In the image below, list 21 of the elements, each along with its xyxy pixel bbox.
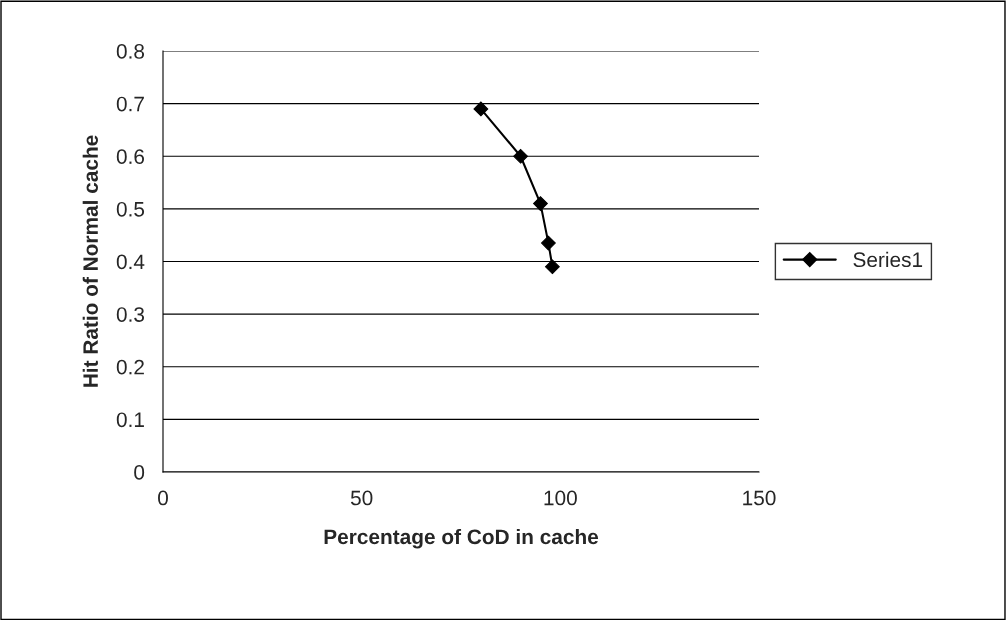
point xyxy=(544,259,560,275)
point xyxy=(533,196,548,212)
y-tick-label: 0.6 xyxy=(116,149,145,164)
y-tick-label: 0.1 xyxy=(116,412,144,428)
point xyxy=(473,101,489,117)
y-tick-label: 0.7 xyxy=(116,96,144,112)
point xyxy=(513,148,528,164)
x-axis-title: Percentage of CoD in cache xyxy=(324,528,599,549)
y-tick-label: 0.2 xyxy=(116,359,144,375)
legend-label: Series1 xyxy=(853,251,923,268)
x-tick-label: 150 xyxy=(743,490,776,506)
x-tick-label: 50 xyxy=(350,490,373,506)
y-tick-label: 0.4 xyxy=(116,254,145,270)
y-tick-label: 0.8 xyxy=(116,44,145,59)
y-tick-label: 0 xyxy=(134,465,145,480)
y-tick-label: 0.3 xyxy=(116,307,145,322)
x-tick-label: 0 xyxy=(158,490,168,506)
point xyxy=(541,235,556,251)
y-tick-label: 0.5 xyxy=(116,201,145,217)
x-tick-label: 100 xyxy=(544,490,577,506)
y-axis-title: Hit Ratio of Normal cache xyxy=(82,135,98,387)
